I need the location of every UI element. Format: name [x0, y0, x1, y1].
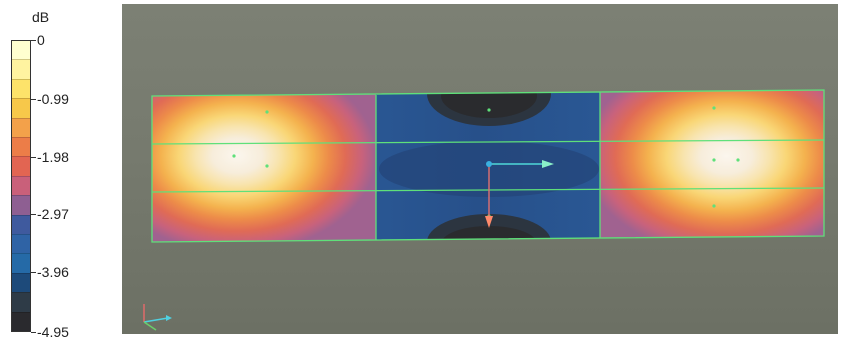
colorbar-segment: [12, 234, 30, 254]
legend-tick-label: -1.98: [37, 149, 69, 165]
colorbar-segment: [12, 117, 30, 138]
legend-tick-1: -0.99: [31, 91, 69, 107]
colorbar-scale: [11, 40, 31, 332]
colorbar-segment: [12, 214, 30, 235]
legend-tick-label: -0.99: [37, 91, 69, 107]
legend-tick-2: -1.98: [31, 149, 69, 165]
3d-viewport[interactable]: [122, 4, 838, 334]
colorbar-segment: [12, 98, 30, 118]
colorbar-segment: [12, 195, 30, 215]
legend-unit-label: dB: [32, 9, 50, 25]
colorbar-segment: [12, 41, 30, 60]
legend-tick-label: 0: [37, 32, 45, 48]
colorbar-legend: dB 0 -0.99 -1.98 -2.97 -3.96 -4.95: [0, 0, 120, 340]
legend-tick-label: -4.95: [37, 324, 69, 340]
legend-tick-5: -4.95: [31, 324, 69, 340]
colorbar-segment: [12, 272, 30, 293]
center-axis-gizmo[interactable]: [485, 160, 554, 228]
colorbar-segment: [12, 292, 30, 312]
colorbar-segment: [12, 59, 30, 79]
legend-tick-label: -3.96: [37, 264, 69, 280]
axis-triad-icon: [143, 304, 172, 331]
colorbar-segment: [12, 156, 30, 176]
mesh-nodes: [232, 106, 740, 218]
colorbar-segment: [12, 311, 30, 332]
legend-tick-3: -2.97: [31, 206, 69, 222]
field-plot: [143, 89, 825, 331]
legend-tick-0: 0: [31, 32, 45, 48]
colorbar-segment: [12, 253, 30, 273]
colorbar-segment: [12, 78, 30, 99]
legend-tick-4: -3.96: [31, 264, 69, 280]
mesh-outline: [151, 89, 825, 243]
colorbar-segment: [12, 175, 30, 196]
colorbar-segment: [12, 137, 30, 157]
legend-tick-label: -2.97: [37, 206, 69, 222]
